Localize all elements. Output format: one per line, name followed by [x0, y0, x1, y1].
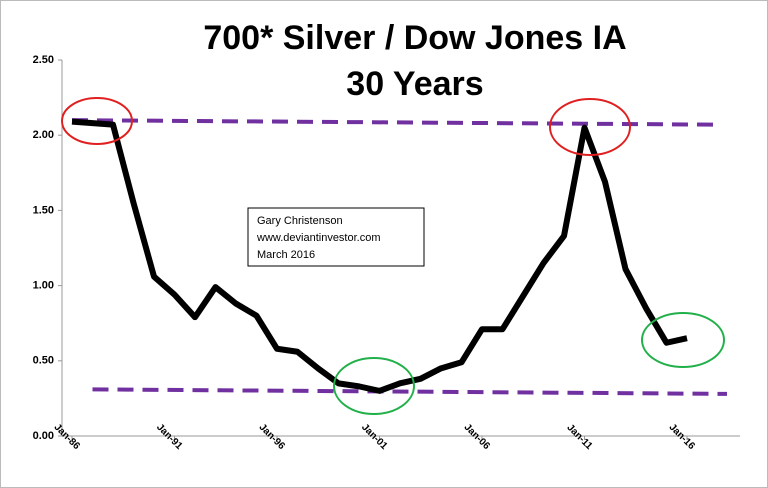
highlight-circle: [333, 357, 415, 415]
y-tick-label: 2.50: [33, 54, 54, 66]
data-line: [71, 118, 688, 394]
y-tick-label: 2.00: [33, 129, 54, 141]
reference-line: [71, 118, 721, 127]
chart-subtitle: 30 Years: [346, 65, 483, 103]
chart-title: 700* Silver / Dow Jones IA: [203, 19, 626, 57]
highlight-circle: [641, 312, 725, 368]
highlight-circle: [61, 97, 133, 145]
annotation-text: March 2016: [257, 249, 315, 261]
y-tick-label: 1.00: [33, 280, 54, 292]
y-tick-label: 0.00: [33, 430, 54, 442]
highlight-circle: [549, 98, 631, 156]
annotation-text: www.deviantinvestor.com: [256, 232, 381, 244]
reference-line: [92, 387, 728, 396]
annotation-box: [247, 207, 425, 267]
y-tick-label: 0.50: [33, 355, 54, 367]
y-tick-label: 1.50: [33, 204, 54, 216]
annotation-text: Gary Christenson: [257, 215, 343, 227]
